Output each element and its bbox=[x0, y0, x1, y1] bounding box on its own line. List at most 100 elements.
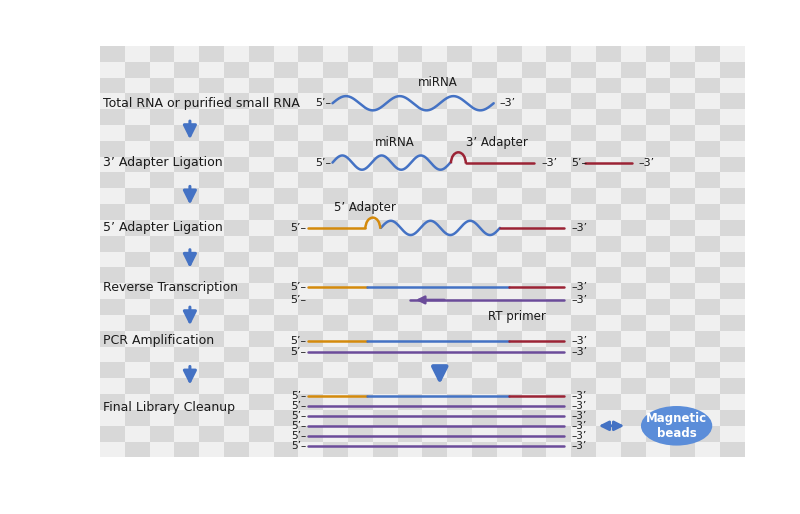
Bar bbox=[695, 378, 720, 394]
Bar bbox=[621, 78, 646, 94]
Bar bbox=[348, 125, 373, 141]
Bar bbox=[199, 188, 224, 204]
Bar bbox=[422, 173, 447, 188]
Bar bbox=[472, 236, 497, 252]
Bar bbox=[646, 157, 670, 173]
Bar bbox=[274, 346, 298, 362]
Bar bbox=[199, 283, 224, 299]
Bar bbox=[224, 362, 249, 378]
Bar bbox=[100, 442, 125, 457]
Bar bbox=[621, 236, 646, 252]
Bar bbox=[522, 188, 546, 204]
Bar bbox=[497, 125, 522, 141]
Bar bbox=[670, 157, 695, 173]
Text: 5’–: 5’– bbox=[315, 98, 331, 108]
Bar bbox=[695, 204, 720, 220]
Bar bbox=[497, 394, 522, 410]
Bar bbox=[621, 331, 646, 346]
Bar bbox=[472, 362, 497, 378]
Bar bbox=[348, 394, 373, 410]
Text: 5’–: 5’– bbox=[290, 223, 306, 233]
Bar bbox=[621, 315, 646, 331]
Bar bbox=[323, 346, 348, 362]
Bar bbox=[670, 94, 695, 109]
Bar bbox=[125, 442, 150, 457]
Bar bbox=[621, 252, 646, 267]
Bar bbox=[100, 125, 125, 141]
Bar bbox=[571, 378, 596, 394]
Bar bbox=[298, 125, 323, 141]
Bar bbox=[100, 157, 125, 173]
Bar bbox=[670, 62, 695, 78]
Bar bbox=[373, 267, 398, 283]
Bar bbox=[274, 283, 298, 299]
Bar bbox=[546, 362, 571, 378]
Bar bbox=[472, 346, 497, 362]
Bar bbox=[447, 299, 472, 315]
Bar bbox=[695, 283, 720, 299]
Bar bbox=[571, 141, 596, 157]
Bar bbox=[274, 188, 298, 204]
Bar bbox=[497, 204, 522, 220]
Bar bbox=[373, 346, 398, 362]
Bar bbox=[274, 410, 298, 426]
Bar bbox=[422, 62, 447, 78]
Bar bbox=[422, 331, 447, 346]
Bar bbox=[720, 62, 745, 78]
Bar bbox=[398, 426, 422, 442]
Bar bbox=[224, 78, 249, 94]
Bar bbox=[249, 299, 274, 315]
Bar bbox=[373, 236, 398, 252]
Bar bbox=[125, 394, 150, 410]
Bar bbox=[497, 62, 522, 78]
Bar bbox=[298, 267, 323, 283]
Bar bbox=[621, 299, 646, 315]
Text: –3’: –3’ bbox=[571, 431, 586, 440]
Bar bbox=[174, 267, 199, 283]
Bar bbox=[249, 109, 274, 125]
Bar bbox=[348, 426, 373, 442]
Bar bbox=[199, 315, 224, 331]
Bar bbox=[522, 362, 546, 378]
Bar bbox=[497, 378, 522, 394]
Bar bbox=[298, 442, 323, 457]
Bar bbox=[522, 394, 546, 410]
Bar bbox=[447, 109, 472, 125]
Bar bbox=[646, 426, 670, 442]
Bar bbox=[571, 188, 596, 204]
Bar bbox=[695, 394, 720, 410]
Bar bbox=[224, 236, 249, 252]
Bar bbox=[249, 315, 274, 331]
Bar bbox=[720, 173, 745, 188]
Bar bbox=[472, 331, 497, 346]
Bar bbox=[348, 410, 373, 426]
Bar bbox=[100, 426, 125, 442]
Bar bbox=[373, 331, 398, 346]
Bar bbox=[522, 157, 546, 173]
Bar bbox=[174, 220, 199, 236]
Bar bbox=[497, 78, 522, 94]
Bar bbox=[373, 78, 398, 94]
Bar bbox=[596, 410, 621, 426]
Bar bbox=[224, 220, 249, 236]
Bar bbox=[150, 362, 174, 378]
Bar bbox=[447, 394, 472, 410]
Bar bbox=[621, 442, 646, 457]
Bar bbox=[199, 299, 224, 315]
Text: 3’ Adapter: 3’ Adapter bbox=[466, 136, 528, 149]
Bar bbox=[670, 78, 695, 94]
Bar bbox=[720, 315, 745, 331]
Bar bbox=[125, 62, 150, 78]
Bar bbox=[150, 394, 174, 410]
Bar bbox=[398, 410, 422, 426]
Bar bbox=[298, 220, 323, 236]
Bar bbox=[249, 94, 274, 109]
Text: Total RNA or purified small RNA: Total RNA or purified small RNA bbox=[103, 97, 300, 109]
Bar bbox=[546, 188, 571, 204]
Bar bbox=[720, 410, 745, 426]
Bar bbox=[224, 204, 249, 220]
Bar bbox=[323, 299, 348, 315]
Bar bbox=[497, 362, 522, 378]
Bar bbox=[522, 78, 546, 94]
Bar bbox=[670, 236, 695, 252]
